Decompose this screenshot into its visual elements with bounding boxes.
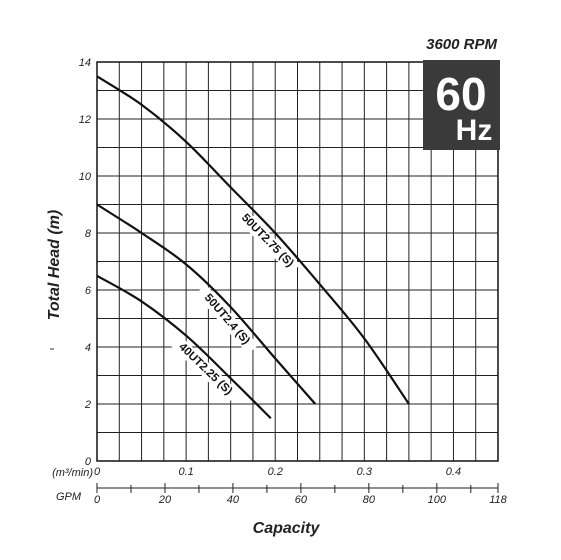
gpm-tick-label: 118 bbox=[489, 494, 507, 506]
gpm-axis: 0 20 40 60 80 100 118 bbox=[94, 483, 508, 506]
frequency-unit: Hz bbox=[456, 114, 493, 147]
x-axis-title: Capacity bbox=[253, 520, 321, 537]
speed-label: 3600 RPM bbox=[426, 36, 497, 53]
x-unit-secondary: GPM bbox=[56, 491, 82, 503]
x-tick-labels: 0 0.1 0.2 0.3 0.4 bbox=[94, 466, 461, 478]
curve-label: 40UT2.25 (S) bbox=[176, 341, 234, 398]
curve-label-background bbox=[234, 207, 301, 275]
x-tick-label: 0.2 bbox=[268, 466, 283, 478]
frequency-value: 60 bbox=[435, 68, 486, 120]
y-tick-label: 0 bbox=[85, 456, 92, 468]
grid bbox=[97, 62, 498, 461]
gpm-tick-label: 60 bbox=[295, 494, 308, 506]
curve-label-background bbox=[171, 336, 239, 402]
x-tick-label: 0.1 bbox=[178, 466, 193, 478]
y-axis-title: Total Head (m) bbox=[46, 210, 63, 321]
curve-label: 50UT2.4 (S) bbox=[202, 292, 252, 347]
gpm-tick-label: 80 bbox=[363, 494, 376, 506]
frequency-badge: 60 Hz bbox=[423, 60, 500, 150]
curve-line bbox=[96, 75, 410, 405]
x-tick-label: 0 bbox=[94, 466, 101, 478]
curve-label-background bbox=[195, 284, 259, 355]
gpm-tick-label: 20 bbox=[158, 494, 172, 506]
performance-curves bbox=[96, 75, 410, 420]
gpm-tick-label: 100 bbox=[428, 494, 447, 506]
y-tick-label: 6 bbox=[85, 285, 92, 297]
x-tick-label: 0.4 bbox=[446, 466, 461, 478]
x-unit-primary: (m³/min) bbox=[52, 467, 93, 479]
gpm-tick-label: 40 bbox=[227, 494, 240, 506]
y-tick-label: 2 bbox=[84, 399, 91, 411]
plot-frame bbox=[96, 61, 499, 462]
y-tick-label: 12 bbox=[79, 114, 91, 126]
y-tick-label: 14 bbox=[79, 57, 91, 69]
y-tick-labels: 0 2 4 6 8 10 12 14 bbox=[79, 57, 92, 468]
curve-line bbox=[96, 203, 317, 405]
y-tick-label: 10 bbox=[79, 171, 92, 183]
curve-line bbox=[96, 274, 272, 420]
curve-labels: 50UT2.75 (S)50UT2.4 (S)40UT2.25 (S) bbox=[171, 207, 301, 402]
x-tick-label: 0.3 bbox=[357, 466, 373, 478]
y-tick-label: 8 bbox=[85, 228, 92, 240]
gpm-tick-label: 0 bbox=[94, 494, 101, 506]
y-tick-label: 4 bbox=[85, 342, 91, 354]
